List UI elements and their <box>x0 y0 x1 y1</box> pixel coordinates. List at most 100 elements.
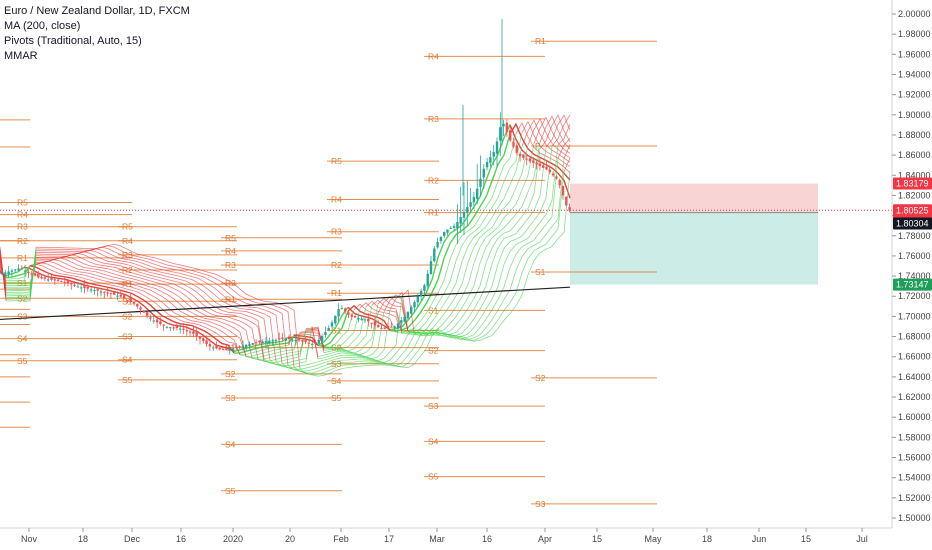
candle-body <box>86 287 89 289</box>
pivot-label: R1 <box>17 253 28 263</box>
mmar-ribbon-line <box>269 296 403 368</box>
candle-body <box>469 202 472 207</box>
y-tick-label: 1.62000 <box>898 392 931 402</box>
y-tick-label: 1.66000 <box>898 352 931 362</box>
mmar-ribbon-line <box>347 306 391 331</box>
candle-body <box>40 277 43 279</box>
mmar-ribbon-line <box>377 297 409 332</box>
mmar-ribbon-line <box>35 259 247 357</box>
mmar-ribbon-line <box>527 117 571 159</box>
candle-body <box>14 269 17 271</box>
candle-body <box>162 324 165 326</box>
legend-mmar[interactable]: MMAR <box>4 50 38 62</box>
pivot-label: R4 <box>225 246 236 256</box>
candle-body <box>70 283 73 285</box>
x-tick-label: 16 <box>482 534 492 544</box>
mmar-ribbon-line <box>533 116 571 154</box>
candle-body <box>66 280 70 284</box>
candle-body <box>241 345 245 348</box>
candle-body <box>363 319 367 321</box>
candle-body <box>532 160 535 163</box>
mmar-ribbon-line <box>35 260 247 357</box>
mmar-ribbon-line <box>317 311 385 358</box>
pivot-label: R4 <box>428 51 439 61</box>
pivot-label: S4 <box>428 436 439 446</box>
pivot-label: S3 <box>17 311 28 321</box>
mmar-ribbon-line <box>323 312 379 356</box>
candle-body <box>446 229 449 233</box>
candle-body <box>495 141 499 154</box>
candle-body <box>254 342 258 344</box>
candle-body <box>215 345 218 349</box>
y-tick-label: 1.56000 <box>898 453 931 463</box>
candle-body <box>350 314 353 317</box>
candle-body <box>228 349 231 351</box>
y-tick-label: 1.84000 <box>898 170 931 180</box>
candle-body <box>334 315 337 324</box>
candle-body <box>393 326 396 328</box>
candle-body <box>548 169 551 173</box>
candle-body <box>456 222 459 229</box>
legend-ma[interactable]: MA (200, close) <box>4 20 81 32</box>
y-tick-label: 1.60000 <box>898 412 931 422</box>
pivot-label: R5 <box>331 156 342 166</box>
x-tick-label: Jul <box>856 534 868 544</box>
candle-body <box>165 326 169 328</box>
candle-body <box>235 346 238 348</box>
candle-body <box>377 325 380 328</box>
candle-body <box>551 173 555 176</box>
mmar-ribbon-line <box>5 247 37 302</box>
y-tick-label: 1.52000 <box>898 493 931 503</box>
price-badge-stop <box>893 177 932 190</box>
candle-body <box>129 298 132 302</box>
y-tick-label: 1.76000 <box>898 251 931 261</box>
candle-body <box>152 320 155 322</box>
pivot-label: R1 <box>225 294 236 304</box>
candle-body <box>426 273 429 287</box>
candle-body <box>347 312 350 315</box>
mmar-ribbon-line <box>299 171 571 377</box>
candle-body <box>185 330 188 332</box>
pivot-label: S2 <box>122 311 133 321</box>
pivot-label: R3 <box>17 222 28 232</box>
y-tick-label: 1.70000 <box>898 311 931 321</box>
candle-body <box>10 270 14 272</box>
candle-body <box>231 348 235 351</box>
candle-body <box>23 270 27 272</box>
price-badge-label: 1.73147 <box>896 280 929 290</box>
candle-body <box>60 281 63 283</box>
price-badge-target <box>893 278 932 291</box>
pivot-label: R2 <box>17 236 28 246</box>
mmar-ribbon-line <box>396 133 517 333</box>
candle-body <box>47 279 50 281</box>
legend-pivots[interactable]: Pivots (Traditional, Auto, 15) <box>4 35 142 47</box>
candle-body <box>512 141 515 147</box>
pivot-label: S5 <box>428 472 439 482</box>
candle-body <box>291 339 294 341</box>
legend-symbol[interactable]: Euro / New Zealand Dollar, 1D, FXCM <box>4 5 190 17</box>
mmar-ribbon-line <box>563 144 571 159</box>
y-tick-label: 1.96000 <box>898 49 931 59</box>
mmar-ribbon-line <box>401 146 523 335</box>
candle-body <box>109 293 113 295</box>
candle-body <box>89 289 93 291</box>
candle-body <box>545 166 548 170</box>
pivot-label: R4 <box>331 194 342 204</box>
price-badge-label: 1.80525 <box>896 205 929 215</box>
pivot-label: S3 <box>428 401 439 411</box>
candle-body <box>122 295 126 299</box>
mmar-ribbon-line <box>5 265 31 282</box>
y-tick-label: 1.50000 <box>898 513 931 523</box>
pivot-label: S1 <box>535 267 546 277</box>
candle-body <box>136 303 139 307</box>
candle-body <box>284 338 287 341</box>
pivot-label: S3 <box>535 499 546 509</box>
pivot-label: R5 <box>225 233 236 243</box>
x-tick-label: 2020 <box>223 534 243 544</box>
candle-body <box>400 320 403 324</box>
candle-body <box>212 347 215 349</box>
y-tick-label: 1.90000 <box>898 110 931 120</box>
mmar-ribbon-line <box>521 119 571 163</box>
candle-body <box>264 341 268 344</box>
